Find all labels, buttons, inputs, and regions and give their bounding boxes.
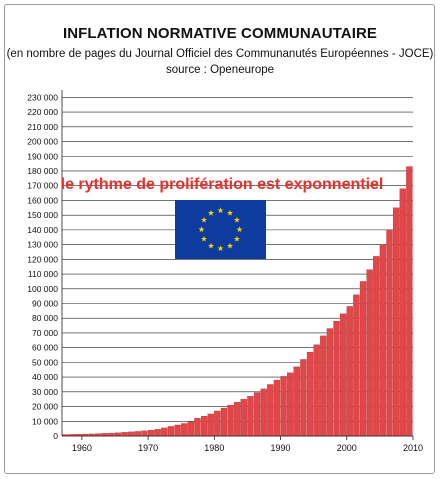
bar bbox=[200, 415, 208, 437]
bar bbox=[379, 244, 387, 437]
star-icon bbox=[217, 207, 224, 214]
bar bbox=[386, 229, 393, 437]
y-tick-label: 230 000 bbox=[27, 92, 58, 102]
y-tick-label: 150 000 bbox=[27, 210, 58, 220]
star-icon bbox=[201, 216, 208, 223]
y-tick-label: 90 000 bbox=[32, 298, 58, 308]
star-icon bbox=[217, 245, 224, 252]
y-tick-label: 140 000 bbox=[27, 225, 58, 235]
bar bbox=[333, 321, 340, 437]
bar bbox=[359, 281, 367, 437]
star-icon bbox=[207, 209, 215, 216]
star-icon bbox=[226, 209, 234, 216]
bar bbox=[187, 421, 195, 437]
bar bbox=[273, 379, 281, 437]
x-tick-labels: 1960 1970 1980 1990 2000 2010 bbox=[72, 443, 423, 453]
bar bbox=[167, 426, 175, 437]
y-tick-label: 220 000 bbox=[27, 107, 58, 117]
star-icon bbox=[233, 235, 240, 242]
bar bbox=[207, 413, 214, 437]
x-tick-label: 2000 bbox=[337, 443, 357, 453]
chart-frame bbox=[4, 4, 435, 474]
bar bbox=[326, 328, 334, 437]
y-tick-label: 120 000 bbox=[27, 254, 58, 264]
bar bbox=[300, 359, 307, 437]
y-tick-label: 160 000 bbox=[27, 195, 58, 205]
chart-subtitle: (en nombre de pages du Journal Officiel … bbox=[6, 48, 434, 60]
bar bbox=[267, 384, 274, 437]
bar bbox=[174, 424, 181, 437]
star-icon bbox=[198, 226, 205, 233]
y-tick-label: 110 000 bbox=[28, 269, 58, 279]
x-tick-label: 1970 bbox=[138, 443, 158, 453]
bar bbox=[253, 392, 261, 437]
bar bbox=[234, 401, 241, 437]
bar bbox=[240, 399, 247, 437]
bar bbox=[406, 166, 413, 437]
star-icon bbox=[233, 216, 240, 223]
bar bbox=[227, 404, 234, 437]
star-icon bbox=[201, 235, 208, 242]
bar bbox=[154, 429, 161, 437]
bars bbox=[61, 166, 413, 437]
bar bbox=[247, 396, 254, 437]
star-icon bbox=[236, 226, 243, 233]
y-tick-label: 190 000 bbox=[27, 151, 58, 161]
bar bbox=[346, 306, 353, 437]
star-icon bbox=[207, 242, 215, 249]
bar bbox=[287, 372, 294, 437]
eu-flag-icon bbox=[175, 200, 266, 259]
bar bbox=[114, 432, 122, 437]
bar bbox=[293, 366, 300, 437]
chart-source: source : Openeurope bbox=[165, 64, 275, 76]
axes bbox=[61, 90, 414, 440]
chart-annotation: le rythme de prolifération est exponnent… bbox=[61, 176, 384, 193]
y-tick-label: 60 000 bbox=[32, 343, 58, 353]
bar bbox=[313, 344, 320, 437]
y-tick-label: 0 bbox=[53, 431, 58, 441]
y-tick-labels: 0 10 000 20 000 30 000 40 000 50 000 60 000 70 … bbox=[27, 92, 58, 441]
bar bbox=[373, 256, 380, 437]
bar bbox=[260, 388, 267, 437]
y-tick-label: 200 000 bbox=[27, 137, 58, 147]
y-tick-label: 100 000 bbox=[27, 284, 58, 294]
y-tick-label: 170 000 bbox=[27, 181, 58, 191]
bar bbox=[214, 410, 221, 437]
y-tick-label: 130 000 bbox=[27, 240, 58, 250]
y-tick-label: 70 000 bbox=[32, 328, 58, 338]
bar bbox=[353, 294, 360, 437]
y-tick-label: 180 000 bbox=[27, 166, 58, 176]
bar bbox=[194, 418, 201, 437]
bar bbox=[320, 335, 327, 437]
bar bbox=[147, 429, 155, 437]
bar bbox=[399, 188, 406, 437]
y-tick-label: 50 000 bbox=[32, 357, 58, 367]
bar bbox=[181, 423, 188, 437]
bar bbox=[134, 431, 142, 437]
bar bbox=[108, 432, 115, 437]
bar bbox=[339, 313, 347, 437]
chart-title: INFLATION NORMATIVE COMMUNAUTAIRE bbox=[62, 25, 378, 42]
x-tick-label: 1960 bbox=[72, 443, 92, 453]
bar bbox=[280, 376, 287, 437]
bar bbox=[141, 430, 148, 437]
bar bbox=[392, 207, 400, 437]
bar bbox=[220, 407, 228, 437]
bar bbox=[128, 431, 135, 437]
y-tick-label: 40 000 bbox=[32, 372, 58, 382]
y-tick-label: 10 000 bbox=[32, 416, 58, 426]
y-tick-label: 20 000 bbox=[32, 402, 58, 412]
y-tick-label: 30 000 bbox=[32, 387, 58, 397]
bar bbox=[121, 432, 128, 437]
y-tick-label: 80 000 bbox=[32, 313, 58, 323]
bar bbox=[366, 269, 373, 437]
x-tick-label: 1980 bbox=[204, 443, 224, 453]
y-tick-label: 210 000 bbox=[27, 122, 58, 132]
x-tick-label: 2010 bbox=[403, 443, 423, 453]
x-tick-label: 1990 bbox=[271, 443, 291, 453]
star-icon bbox=[226, 242, 234, 249]
bar bbox=[306, 351, 314, 437]
bar bbox=[161, 427, 168, 437]
